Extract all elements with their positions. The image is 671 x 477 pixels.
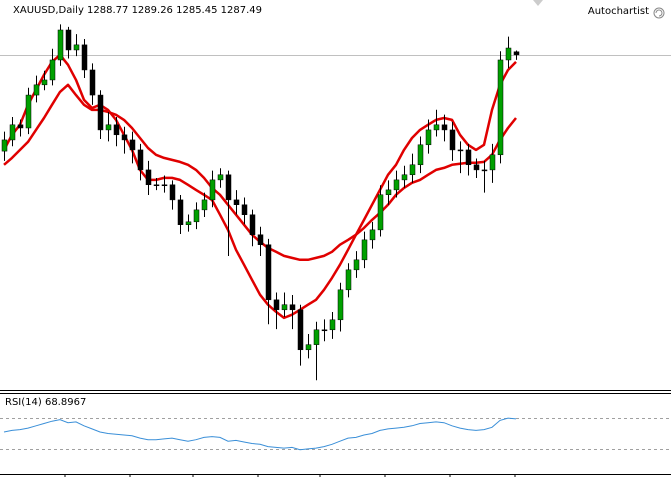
candle-body bbox=[225, 174, 232, 201]
candle-body bbox=[193, 209, 200, 223]
candle-body bbox=[449, 129, 456, 151]
candle-body bbox=[113, 124, 120, 136]
candle-body bbox=[497, 59, 504, 156]
autochartist-label[interactable]: Autochartist bbox=[588, 6, 649, 17]
candle-body bbox=[465, 149, 472, 166]
candle-body bbox=[201, 199, 208, 211]
candle-body bbox=[129, 139, 136, 151]
candle-body bbox=[169, 184, 176, 201]
candle-body bbox=[377, 194, 384, 231]
candle-body bbox=[473, 164, 480, 171]
candle-body bbox=[457, 149, 464, 152]
candle-body bbox=[369, 229, 376, 241]
candle-body bbox=[281, 304, 288, 311]
candle-body bbox=[153, 184, 160, 187]
candle-body bbox=[289, 304, 296, 311]
candle-body bbox=[145, 169, 152, 186]
candle-body bbox=[57, 29, 64, 61]
candle-body bbox=[209, 179, 216, 201]
candle-body bbox=[17, 124, 24, 129]
candle-body bbox=[393, 179, 400, 191]
candle-body bbox=[49, 59, 56, 81]
moving-average bbox=[2, 53, 517, 320]
candle-body bbox=[481, 169, 488, 172]
candle-body bbox=[305, 344, 312, 351]
candle-body bbox=[185, 221, 192, 225]
candle-body bbox=[353, 259, 360, 271]
candle-body bbox=[329, 319, 336, 331]
candle-body bbox=[89, 69, 96, 96]
candle-body bbox=[177, 199, 184, 225]
candle-body bbox=[313, 329, 320, 345]
candle-body bbox=[401, 174, 408, 181]
candle-body bbox=[249, 214, 256, 235]
candle-body bbox=[97, 94, 104, 131]
candle-body bbox=[337, 289, 344, 321]
candle-body bbox=[433, 124, 440, 131]
scroll-marker bbox=[533, 0, 543, 6]
candle-body bbox=[489, 154, 496, 171]
candle-body bbox=[441, 124, 448, 131]
candle-body bbox=[217, 174, 224, 181]
candle-body bbox=[161, 184, 168, 187]
candle-body bbox=[417, 144, 424, 166]
candle-body bbox=[241, 204, 248, 215]
candle-body bbox=[41, 79, 48, 86]
candle-body bbox=[345, 269, 352, 291]
candle-body bbox=[105, 124, 112, 131]
candle-body bbox=[257, 234, 264, 245]
autochartist-icon[interactable] bbox=[653, 7, 665, 19]
candle-body bbox=[1, 139, 8, 152]
chart-title: XAUUSD,Daily 1288.77 1289.26 1285.45 128… bbox=[13, 5, 262, 16]
candle-body bbox=[361, 239, 368, 261]
candle-body bbox=[513, 51, 520, 56]
rsi-line bbox=[3, 417, 517, 451]
candle-body bbox=[265, 244, 272, 301]
candle-body bbox=[425, 129, 432, 146]
candle-body bbox=[9, 124, 16, 141]
candle-body bbox=[385, 189, 392, 196]
candle-body bbox=[137, 149, 144, 171]
candle-body bbox=[297, 309, 304, 351]
candle-body bbox=[81, 44, 88, 71]
candle-body bbox=[233, 199, 240, 205]
candle-body bbox=[25, 94, 32, 129]
autochartist-icon-arrow bbox=[655, 9, 663, 17]
candle-body bbox=[409, 164, 416, 176]
candle-body bbox=[33, 84, 40, 96]
candle-body bbox=[121, 134, 128, 141]
candle-body bbox=[321, 329, 328, 332]
candle-body bbox=[273, 299, 280, 311]
candle-body bbox=[65, 29, 72, 51]
rsi-label: RSI(14) 68.8967 bbox=[5, 397, 86, 408]
candle-body bbox=[73, 44, 80, 51]
candle-body bbox=[505, 47, 512, 61]
